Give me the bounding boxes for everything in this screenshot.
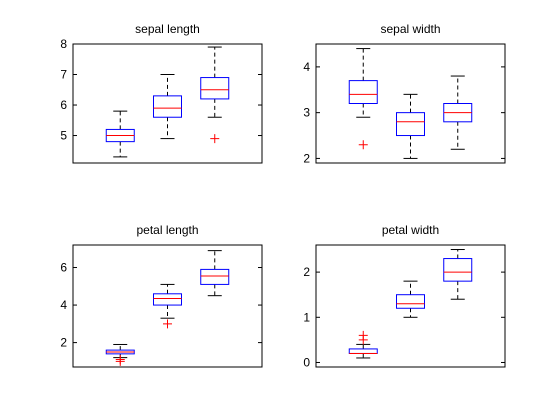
box bbox=[200, 268, 230, 285]
boxplot-marks: 2 4 6 bbox=[60, 250, 262, 366]
subplot-sepal-length: sepal length 5 6 7 8 bbox=[60, 22, 263, 164]
boxplot-group bbox=[200, 46, 230, 144]
box bbox=[396, 112, 425, 137]
y-tick-label: 2 bbox=[303, 151, 310, 165]
boxplot-group bbox=[200, 250, 230, 297]
y-tick-label: 4 bbox=[303, 60, 310, 74]
subplot-petal-width: petal width 0 1 2 bbox=[303, 223, 506, 369]
boxplot-marks: 5 6 7 8 bbox=[60, 37, 262, 158]
box bbox=[348, 80, 378, 104]
boxplot-marks: 0 1 2 bbox=[303, 249, 505, 369]
subplot-title: petal length bbox=[136, 223, 198, 237]
subplot-title: sepal width bbox=[380, 22, 440, 36]
y-tick-label: 0 bbox=[303, 355, 310, 369]
boxplot-group bbox=[105, 343, 135, 366]
y-tick-label: 1 bbox=[303, 310, 310, 324]
y-tick-label: 5 bbox=[60, 129, 67, 143]
outlier-marker bbox=[358, 330, 368, 340]
y-tick-label: 2 bbox=[303, 265, 310, 279]
axes-frame bbox=[315, 244, 506, 368]
box bbox=[396, 294, 425, 309]
boxplot-group bbox=[396, 93, 425, 159]
y-tick-label: 6 bbox=[60, 98, 67, 112]
outlier-marker bbox=[163, 319, 172, 329]
boxplot-group bbox=[105, 110, 135, 158]
outlier-marker bbox=[210, 134, 220, 144]
y-tick-label: 8 bbox=[60, 37, 67, 51]
boxplot-group bbox=[348, 330, 378, 359]
subplot-title: sepal length bbox=[135, 22, 200, 36]
y-tick-label: 2 bbox=[60, 336, 67, 350]
y-tick-label: 4 bbox=[60, 298, 67, 312]
boxplot-marks: 2 3 4 bbox=[303, 48, 505, 165]
boxplot-group bbox=[396, 280, 425, 318]
subplot-title: petal width bbox=[382, 223, 439, 237]
y-tick-label: 3 bbox=[303, 106, 310, 120]
box bbox=[153, 293, 182, 306]
box bbox=[200, 77, 230, 100]
boxplot-group bbox=[153, 283, 182, 329]
box bbox=[443, 258, 473, 282]
subplot-petal-length: petal length 2 4 6 bbox=[60, 223, 263, 368]
boxplot-group bbox=[443, 249, 473, 300]
subplot-sepal-width: sepal width 2 3 4 bbox=[303, 22, 506, 165]
boxplot-group bbox=[443, 75, 473, 150]
outlier-marker bbox=[358, 140, 368, 150]
outlier-marker bbox=[115, 354, 125, 364]
boxplot-group bbox=[153, 74, 182, 140]
axes-frame bbox=[72, 43, 263, 164]
boxplot-group bbox=[348, 48, 378, 150]
y-tick-label: 7 bbox=[60, 68, 67, 82]
box bbox=[153, 95, 182, 118]
y-tick-label: 6 bbox=[60, 261, 67, 275]
